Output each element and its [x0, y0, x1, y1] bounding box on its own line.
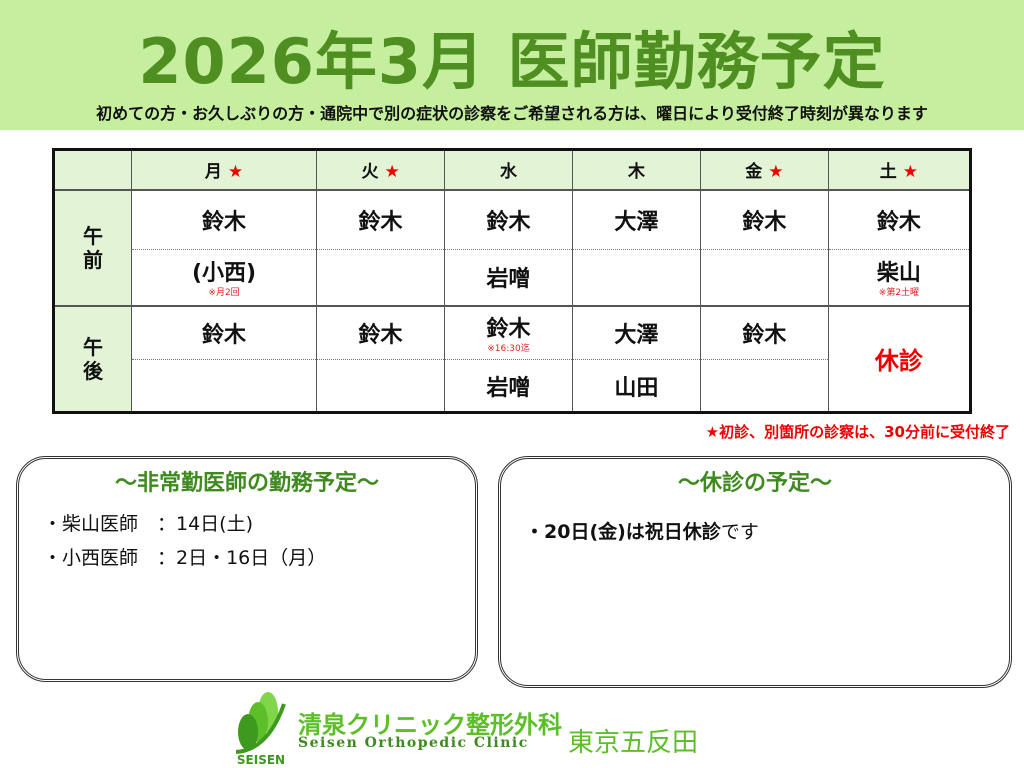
day-header: 木 [571, 149, 701, 191]
am-label-text: 午前 [83, 223, 103, 272]
table-row: 午後 鈴木 鈴木 鈴木 ※16:30迄 大澤 鈴木 休診 [53, 304, 971, 413]
cell [316, 359, 445, 413]
closed-title: ～休診の予定～ [677, 471, 832, 496]
cell [316, 249, 445, 306]
closed-item: ・20日(金)は祝日休診です [525, 515, 1009, 549]
cell: 鈴木 [316, 304, 445, 360]
header-banner [0, 0, 1024, 130]
cell-note: ※16:30迄 [487, 343, 530, 354]
clinic-name-jp: 清泉クリニック整形外科 [298, 711, 562, 739]
cell [699, 249, 829, 306]
pm-label: 午後 [53, 304, 132, 413]
cell-note: ※第2土曜 [878, 288, 920, 299]
pm-label-text: 午後 [83, 334, 103, 383]
day-label: 木 [627, 162, 645, 183]
cell: 大澤 [571, 189, 701, 250]
clinic-logo: SEISEN [235, 692, 286, 766]
corner-cell [53, 149, 132, 191]
day-header: 水 [444, 149, 573, 191]
doctor-name: 柴山 [876, 261, 921, 287]
day-label: 水 [500, 162, 517, 183]
cell [699, 359, 829, 413]
am-label: 午前 [53, 189, 132, 306]
parttime-box: ～非常勤医師の勤務予定～ ・柴山医師 ：14日(土) ・小西医師 ：2日・16日… [16, 456, 478, 682]
closed-cell: 休診 [827, 304, 971, 413]
cell: 山田 [571, 359, 701, 413]
doctor-name: 岩噌 [486, 267, 531, 293]
cell: 鈴木 [444, 189, 573, 250]
clinic-location: 東京五反田 [568, 728, 699, 758]
day-label: 金 [745, 162, 763, 183]
day-header: 月 ★ [130, 149, 317, 191]
cell: 鈴木 [827, 189, 971, 250]
cell: 鈴木 [130, 304, 317, 360]
cell: 鈴木 [130, 189, 317, 250]
closed-box: ～休診の予定～ ・20日(金)は祝日休診です [498, 456, 1012, 688]
cell: 大澤 [571, 304, 701, 360]
cell: 鈴木 [699, 304, 829, 360]
table-row: (小西) ※月2回 岩噌 柴山 ※第2土曜 [54, 249, 971, 306]
day-label: 土 [879, 162, 897, 183]
cell: (小西) ※月2回 [130, 249, 317, 306]
star-icon: ★ [384, 162, 400, 183]
day-header: 金 ★ [699, 149, 829, 191]
table-header-row: 月 ★ 火 ★ 水 木 金 ★ 土 ★ [53, 149, 971, 191]
day-header: 火 ★ [316, 149, 445, 191]
table-row: 午前 鈴木 鈴木 鈴木 大澤 鈴木 鈴木 [53, 189, 971, 306]
footnote: ★初診、別箇所の診察は、30分前に受付終了 [705, 423, 1010, 441]
doctor-name: (小西) [191, 261, 257, 287]
cell: 岩噌 [444, 249, 573, 306]
cell: 鈴木 [699, 189, 829, 250]
star-icon: ★ [768, 162, 784, 183]
doctor-name: 鈴木 [486, 316, 531, 342]
cell-note: ※月2回 [208, 288, 240, 299]
star-icon: ★ [227, 162, 244, 183]
cell [571, 249, 701, 306]
table-row: 岩噌 山田 [54, 359, 971, 413]
parttime-item: ・小西医師 ：2日・16日（月） [43, 547, 327, 569]
cell: 鈴木 ※16:30迄 [444, 304, 573, 360]
cell: 鈴木 [316, 189, 445, 250]
parttime-title: ～非常勤医師の勤務予定～ [114, 471, 379, 496]
closed-date: ・20日(金)は祝日休診 [525, 521, 721, 543]
page-title: 2026年3月 医師勤務予定 [138, 25, 886, 98]
cell: 柴山 ※第2土曜 [827, 249, 971, 306]
cell [130, 359, 317, 413]
star-icon: ★ [902, 162, 919, 183]
closed-suffix: です [720, 521, 759, 543]
day-label: 月 [204, 162, 222, 183]
svg-text:SEISEN: SEISEN [237, 753, 285, 766]
subtitle: 初めての方・お久しぶりの方・通院中で別の症状の診察をご希望される方は、曜日により… [96, 104, 928, 123]
day-label: 火 [361, 162, 379, 183]
parttime-item: ・柴山医師 ：14日(土) [43, 513, 254, 535]
day-header: 土 ★ [827, 149, 971, 191]
cell: 岩噌 [444, 359, 573, 413]
clinic-name-en: Seisen Orthopedic Clinic [298, 735, 529, 751]
schedule-table: 月 ★ 火 ★ 水 木 金 ★ 土 ★ 午前 鈴木 鈴木 鈴木 大澤 鈴木 鈴木 (小西… [52, 148, 972, 414]
